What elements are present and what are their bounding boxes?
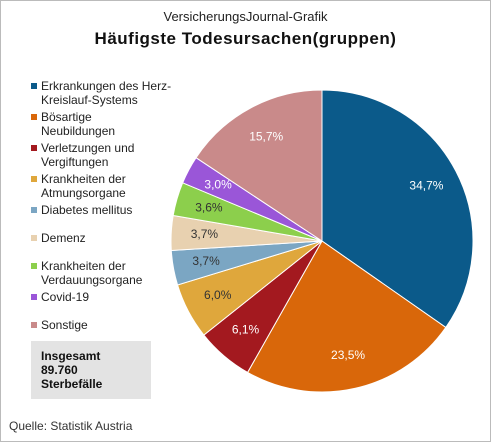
slice-label: 3,6%: [195, 200, 223, 214]
header: VersicherungsJournal-Grafik: [163, 9, 328, 24]
legend-swatch: [31, 114, 37, 120]
legend: Erkrankungen des Herz- Kreislauf-Systems…: [31, 79, 181, 346]
pie-slice: [195, 89, 323, 242]
legend-label: Krankheiten der Verdauungsorgane: [41, 259, 143, 287]
legend-label: Bösartige Neubildungen: [41, 110, 116, 138]
source: Quelle: Statistik Austria: [9, 419, 133, 433]
legend-swatch: [31, 83, 37, 89]
slice-label: 23,5%: [331, 348, 365, 362]
legend-item: Krankheiten der Atmungsorgane: [31, 172, 181, 202]
legend-item: Demenz: [31, 231, 181, 258]
legend-item: Krankheiten der Verdauungsorgane: [31, 259, 181, 289]
legend-item: Erkrankungen des Herz- Kreislauf-Systems: [31, 79, 181, 109]
legend-item: Covid-19: [31, 290, 181, 317]
legend-swatch: [31, 145, 37, 151]
legend-swatch: [31, 294, 37, 300]
slice-label: 3,7%: [191, 227, 219, 241]
chart-title: Häufigste Todesursachen(gruppen): [94, 29, 397, 48]
legend-swatch: [31, 176, 37, 182]
slice-label: 15,7%: [249, 129, 283, 143]
slice-label: 3,0%: [204, 178, 232, 192]
legend-swatch: [31, 207, 37, 213]
legend-item: Sonstige: [31, 318, 181, 345]
slice-label: 6,1%: [232, 323, 260, 337]
legend-label: Verletzungen und Vergiftungen: [41, 141, 135, 169]
pie-slice: [321, 89, 474, 329]
slice-label: 34,7%: [409, 179, 443, 193]
legend-item: Bösartige Neubildungen: [31, 110, 181, 140]
slice-label: 6,0%: [204, 288, 232, 302]
legend-swatch: [31, 322, 37, 328]
legend-label: Krankheiten der Atmungsorgane: [41, 172, 126, 200]
legend-label: Demenz: [41, 231, 86, 245]
legend-label: Diabetes mellitus: [41, 203, 133, 217]
legend-item: Verletzungen und Vergiftungen: [31, 141, 181, 171]
pie-slice: [246, 240, 447, 393]
legend-swatch: [31, 235, 37, 241]
legend-item: Diabetes mellitus: [31, 203, 181, 230]
slice-label: 3,7%: [192, 254, 220, 268]
legend-swatch: [31, 263, 37, 269]
annotation: Insgesamt 89.760 Sterbefälle: [31, 341, 151, 399]
legend-label: Sonstige: [41, 318, 88, 332]
legend-label: Covid-19: [41, 290, 90, 304]
legend-label: Erkrankungen des Herz- Kreislauf-Systems: [41, 79, 172, 107]
